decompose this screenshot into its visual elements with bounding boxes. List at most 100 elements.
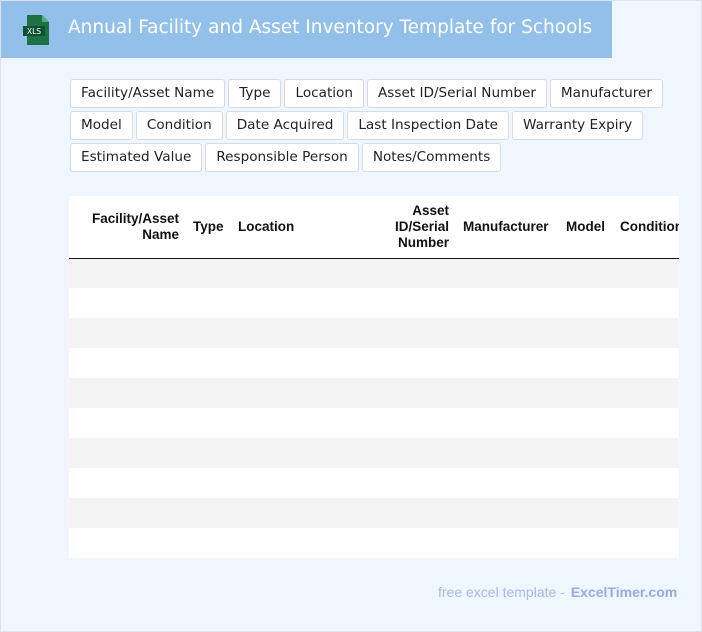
table-cell[interactable] bbox=[343, 498, 456, 528]
table-cell[interactable] bbox=[343, 468, 456, 498]
table-cell[interactable] bbox=[186, 318, 231, 348]
table-cell[interactable] bbox=[613, 438, 679, 468]
table-cell[interactable] bbox=[559, 438, 613, 468]
table-cell[interactable] bbox=[456, 288, 559, 318]
table-cell[interactable] bbox=[69, 528, 186, 558]
column-tag[interactable]: Estimated Value bbox=[70, 143, 203, 172]
column-tag[interactable]: Manufacturer bbox=[549, 79, 663, 108]
table-cell[interactable] bbox=[343, 408, 456, 438]
table-cell[interactable] bbox=[456, 378, 559, 408]
inventory-table: Facility/Asset Name Type Location Asset ID/… bbox=[69, 196, 679, 558]
column-header: Asset ID/Serial Number bbox=[343, 196, 456, 259]
table-cell[interactable] bbox=[343, 528, 456, 558]
table-row bbox=[69, 498, 679, 528]
table-cell[interactable] bbox=[343, 348, 456, 378]
table-cell[interactable] bbox=[186, 468, 231, 498]
column-tag[interactable]: Last Inspection Date bbox=[347, 111, 510, 140]
table-cell[interactable] bbox=[231, 288, 343, 318]
table-cell[interactable] bbox=[69, 318, 186, 348]
table-cell[interactable] bbox=[231, 348, 343, 378]
table-cell[interactable] bbox=[343, 288, 456, 318]
table-cell[interactable] bbox=[456, 528, 559, 558]
table-cell[interactable] bbox=[559, 348, 613, 378]
table-cell[interactable] bbox=[456, 258, 559, 288]
table-cell[interactable] bbox=[613, 528, 679, 558]
table-cell[interactable] bbox=[559, 288, 613, 318]
table-cell[interactable] bbox=[559, 318, 613, 348]
table-cell[interactable] bbox=[456, 498, 559, 528]
table-cell[interactable] bbox=[456, 348, 559, 378]
table-cell[interactable] bbox=[69, 258, 186, 288]
table-cell[interactable] bbox=[231, 468, 343, 498]
table-cell[interactable] bbox=[231, 438, 343, 468]
table-cell[interactable] bbox=[69, 498, 186, 528]
column-tag[interactable]: Location bbox=[284, 79, 364, 108]
table-cell[interactable] bbox=[559, 498, 613, 528]
table-cell[interactable] bbox=[186, 378, 231, 408]
column-tag[interactable]: Condition bbox=[135, 111, 223, 140]
table-row bbox=[69, 528, 679, 558]
table-cell[interactable] bbox=[559, 468, 613, 498]
column-tag[interactable]: Facility/Asset Name bbox=[70, 79, 226, 108]
table-cell[interactable] bbox=[613, 348, 679, 378]
table-cell[interactable] bbox=[231, 408, 343, 438]
xls-file-icon: XLS bbox=[23, 15, 49, 45]
table-cell[interactable] bbox=[343, 438, 456, 468]
table-cell[interactable] bbox=[559, 378, 613, 408]
footer-brand-link[interactable]: ExcelTimer.com bbox=[570, 584, 678, 600]
table-row bbox=[69, 348, 679, 378]
column-tag[interactable]: Model bbox=[70, 111, 133, 140]
table-cell[interactable] bbox=[186, 348, 231, 378]
table-cell[interactable] bbox=[613, 288, 679, 318]
table-row bbox=[69, 288, 679, 318]
table-cell[interactable] bbox=[231, 318, 343, 348]
page-title: Annual Facility and Asset Inventory Temp… bbox=[68, 17, 593, 38]
table-cell[interactable] bbox=[231, 528, 343, 558]
table-cell[interactable] bbox=[231, 498, 343, 528]
table-cell[interactable] bbox=[613, 468, 679, 498]
column-header: Facility/Asset Name bbox=[69, 196, 186, 259]
column-tag[interactable]: Asset ID/Serial Number bbox=[366, 79, 547, 108]
title-banner: XLS Annual Facility and Asset Inventory … bbox=[1, 1, 612, 58]
table-cell[interactable] bbox=[456, 408, 559, 438]
table-row bbox=[69, 258, 679, 288]
table-cell[interactable] bbox=[69, 288, 186, 318]
table-cell[interactable] bbox=[456, 318, 559, 348]
table-cell[interactable] bbox=[613, 498, 679, 528]
table-cell[interactable] bbox=[69, 468, 186, 498]
table-cell[interactable] bbox=[186, 288, 231, 318]
table-cell[interactable] bbox=[559, 408, 613, 438]
table-cell[interactable] bbox=[343, 258, 456, 288]
column-header: Manufacturer bbox=[456, 196, 559, 259]
footer: free excel template - ExcelTimer.com bbox=[438, 584, 677, 600]
column-header: Model bbox=[559, 196, 613, 259]
column-tag[interactable]: Warranty Expiry bbox=[512, 111, 644, 140]
table-cell[interactable] bbox=[69, 348, 186, 378]
table-cell[interactable] bbox=[69, 438, 186, 468]
table-cell[interactable] bbox=[186, 258, 231, 288]
column-tag[interactable]: Responsible Person bbox=[205, 143, 359, 172]
table-cell[interactable] bbox=[456, 438, 559, 468]
table-cell[interactable] bbox=[613, 258, 679, 288]
column-tag[interactable]: Type bbox=[228, 79, 282, 108]
table-cell[interactable] bbox=[613, 318, 679, 348]
table-cell[interactable] bbox=[613, 378, 679, 408]
table-cell[interactable] bbox=[613, 408, 679, 438]
table-cell[interactable] bbox=[69, 378, 186, 408]
table-row bbox=[69, 378, 679, 408]
table-cell[interactable] bbox=[186, 528, 231, 558]
table-cell[interactable] bbox=[186, 438, 231, 468]
table-cell[interactable] bbox=[231, 258, 343, 288]
column-tag[interactable]: Notes/Comments bbox=[361, 143, 502, 172]
table-cell[interactable] bbox=[343, 378, 456, 408]
table-cell[interactable] bbox=[69, 408, 186, 438]
table-cell[interactable] bbox=[559, 258, 613, 288]
table-cell[interactable] bbox=[456, 468, 559, 498]
table-row bbox=[69, 468, 679, 498]
table-cell[interactable] bbox=[343, 318, 456, 348]
table-cell[interactable] bbox=[231, 378, 343, 408]
table-cell[interactable] bbox=[186, 408, 231, 438]
table-cell[interactable] bbox=[186, 498, 231, 528]
column-tag[interactable]: Date Acquired bbox=[225, 111, 345, 140]
table-cell[interactable] bbox=[559, 528, 613, 558]
